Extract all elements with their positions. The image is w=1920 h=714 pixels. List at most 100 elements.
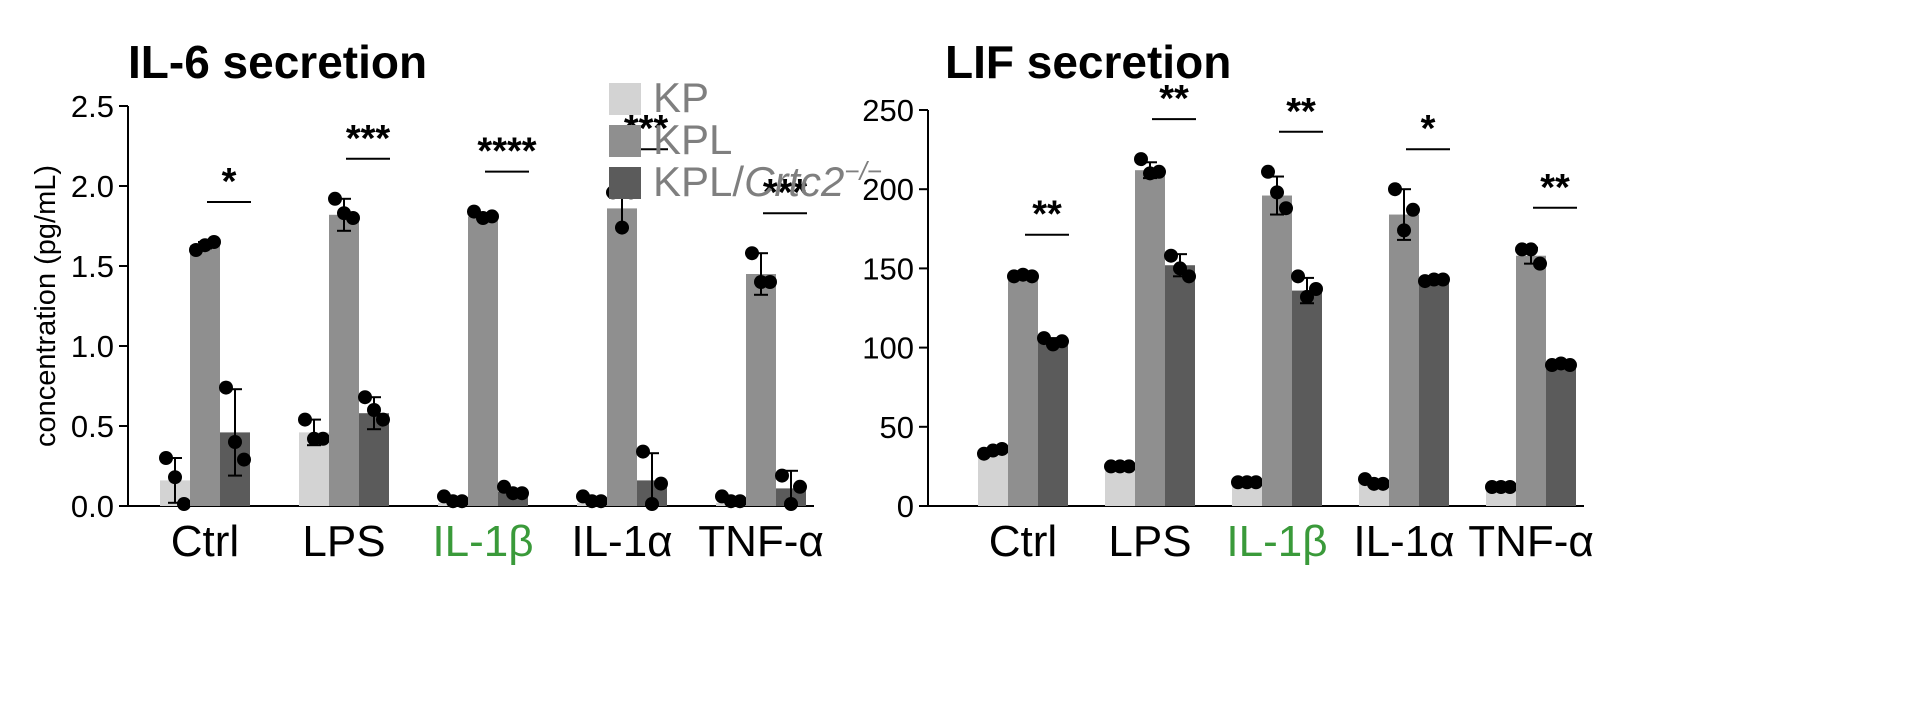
y-tick-label: 1.0 (71, 329, 114, 364)
data-point (177, 497, 191, 511)
legend-label-kpl: KPL (653, 116, 732, 163)
data-point (1397, 223, 1411, 238)
y-tick-label: 1.5 (71, 249, 114, 284)
data-point (1291, 269, 1305, 284)
data-point (645, 497, 659, 511)
bar-1-1 (1135, 170, 1165, 506)
data-point (237, 452, 251, 467)
chart-title: LIF secretion (945, 36, 1231, 88)
data-point (733, 494, 747, 509)
data-point (367, 403, 381, 417)
y-tick-label: 200 (862, 172, 914, 207)
y-tick-label: 0.5 (71, 409, 114, 444)
data-point (1309, 281, 1323, 296)
chart-title: IL-6 secretion (128, 36, 427, 88)
bar-1-3 (1389, 214, 1419, 506)
significance-stars: ** (1159, 78, 1189, 120)
category-label: Ctrl (989, 517, 1057, 566)
data-point (298, 412, 312, 427)
data-point (1122, 459, 1136, 474)
bar-2-0 (1038, 341, 1068, 506)
data-point (1300, 289, 1314, 304)
bar-2-4 (1546, 365, 1576, 506)
y-tick-label: 250 (862, 93, 914, 128)
data-point (485, 209, 499, 224)
data-point (1055, 334, 1069, 349)
data-point (1388, 182, 1402, 197)
data-point (745, 246, 759, 261)
y-tick-label: 0.0 (71, 489, 114, 524)
data-point (763, 275, 777, 289)
data-point (1279, 201, 1293, 216)
category-label: IL-1β (432, 517, 533, 566)
y-tick-label: 50 (880, 410, 914, 445)
legend-label-knockout-gene: Crtc2 (744, 158, 844, 205)
y-axis-label: concentration (pg/mL) (30, 165, 62, 447)
significance-stars: * (222, 161, 237, 203)
bar-2-2 (1292, 290, 1322, 506)
legend-swatch-2 (609, 167, 641, 199)
significance-stars: ** (1286, 91, 1316, 133)
data-point (1173, 261, 1187, 276)
data-point (1524, 242, 1538, 257)
data-point (784, 497, 798, 511)
category-label: IL-1α (571, 517, 672, 566)
data-point (207, 235, 221, 249)
significance-stars: * (1421, 108, 1436, 150)
legend-swatch-0 (609, 83, 641, 115)
data-point (1533, 256, 1547, 271)
bar-1-3 (607, 208, 637, 506)
data-point (1134, 152, 1148, 167)
data-point (1563, 358, 1577, 373)
y-tick-label: 2.0 (71, 169, 114, 204)
legend-label-knockout-sup: −/− (844, 156, 882, 186)
data-point (1182, 269, 1196, 284)
category-label: IL-1β (1226, 517, 1327, 566)
bar-1-0 (190, 245, 220, 506)
category-label: LPS (1108, 517, 1191, 566)
data-point (219, 380, 233, 395)
data-point (793, 479, 807, 494)
category-label: LPS (302, 517, 385, 566)
data-point (775, 468, 789, 483)
legend-swatch-1 (609, 125, 641, 157)
bar-1-0 (1008, 276, 1038, 506)
bar-2-1 (1165, 265, 1195, 506)
bar-2-3 (1419, 279, 1449, 506)
data-point (1164, 248, 1178, 263)
significance-stars: *** (763, 172, 808, 214)
category-label: IL-1α (1353, 517, 1454, 566)
data-point (228, 435, 242, 449)
category-label: TNF-α (1468, 517, 1594, 566)
data-point (346, 211, 360, 225)
significance-stars: *** (346, 118, 391, 160)
bar-1-2 (1262, 195, 1292, 506)
data-point (1152, 164, 1166, 179)
bar-1-4 (1516, 255, 1546, 506)
data-point (1249, 475, 1263, 490)
data-point (1436, 272, 1450, 287)
data-point (455, 494, 469, 509)
legend-label-knockout-main: KPL/ (653, 158, 744, 205)
significance-stars: ** (1032, 194, 1062, 236)
data-point (316, 431, 330, 446)
y-tick-label: 100 (862, 331, 914, 366)
y-tick-label: 2.5 (71, 89, 114, 124)
data-point (515, 486, 529, 501)
data-point (358, 390, 372, 405)
data-point (159, 451, 173, 465)
significance-stars: ** (1540, 167, 1570, 209)
bar-1-4 (746, 274, 776, 506)
data-point (995, 441, 1009, 456)
data-point (1503, 479, 1517, 494)
data-point (654, 476, 668, 491)
data-point (1261, 164, 1275, 179)
data-point (376, 412, 390, 427)
data-point (1406, 202, 1420, 217)
y-tick-label: 150 (862, 251, 914, 286)
data-point (1376, 476, 1390, 491)
bar-1-2 (468, 216, 498, 506)
legend-label-knockout: KPL/Crtc2−/− (653, 156, 882, 205)
